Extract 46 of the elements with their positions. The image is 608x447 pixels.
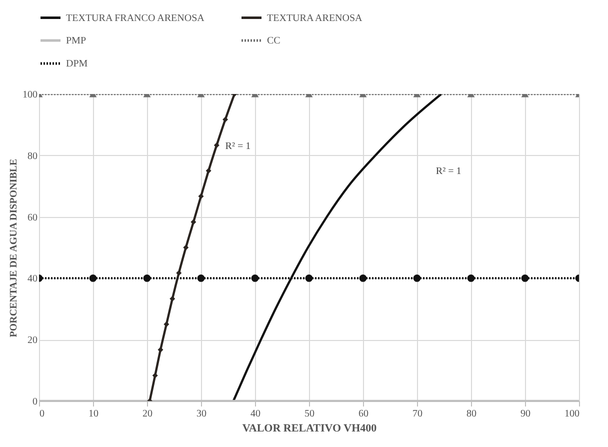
x-tick-label: 0 [40,408,44,420]
annotation: R² = 1 [225,141,251,152]
y-tick-label: 20 [28,335,38,346]
y-axis-title: PORCENTAJE DE AGUA DISPONIBLE [8,158,20,338]
point [305,274,313,282]
point [190,219,196,225]
point [206,168,212,174]
x-tick-label: 60 [358,408,368,420]
point [197,274,205,282]
legend-label: PMP [66,36,86,46]
x-tick-label: 10 [88,408,98,420]
x-axis-title: VALOR RELATIVO VH400 [242,422,378,434]
y-tick-label: 60 [28,212,38,224]
line-series [146,94,238,401]
x-tick-label: 20 [142,408,152,420]
point [152,372,158,378]
point [143,274,151,282]
y-tick-label: 40 [28,274,38,285]
legend-label: TEXTURA FRANCO ARENOSA [66,12,206,24]
legend-label: CC [267,36,281,46]
point [164,322,170,327]
point [214,142,220,148]
point [89,274,97,282]
point [198,193,204,199]
x-tick-label: 80 [466,408,476,420]
x-tick-label: 40 [250,408,260,420]
point [413,274,421,282]
x-tick-label: 90 [520,408,530,420]
y-tick-label: 0 [32,396,38,408]
legend-label: DPM [66,58,88,70]
y-tick-label: 100 [22,90,38,100]
point [176,270,182,276]
point [222,116,228,122]
x-tick-label: 100 [564,408,580,420]
point [170,296,176,302]
point [251,274,259,282]
point [183,244,189,250]
x-tick-label: 30 [196,408,206,420]
y-tick-label: 80 [28,150,38,162]
annotation: R² = 1 [436,166,462,177]
x-tick-label: 70 [412,408,422,420]
point [359,274,367,282]
x-tick-label: 50 [304,408,314,420]
legend-label: TEXTURA ARENOSA [267,12,364,24]
point [521,274,529,282]
point [467,274,475,282]
